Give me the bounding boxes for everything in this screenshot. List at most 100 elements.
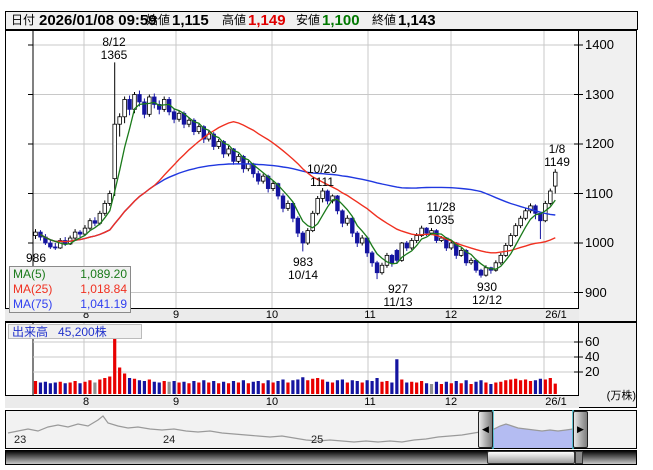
candle-body bbox=[201, 126, 206, 140]
candle-body bbox=[335, 195, 340, 212]
candle-body bbox=[256, 173, 261, 182]
volume-value: 45,200株 bbox=[58, 325, 107, 339]
volume-bar bbox=[251, 381, 255, 394]
volume-bar bbox=[444, 381, 448, 394]
candle-body bbox=[553, 171, 558, 187]
volume-bar bbox=[380, 381, 384, 394]
candle-body bbox=[226, 148, 231, 155]
volume-bar bbox=[256, 381, 260, 394]
month-axis-volume bbox=[5, 395, 579, 408]
volume-bar bbox=[504, 380, 508, 394]
candle-body bbox=[394, 250, 400, 261]
scrollbar-end-cap[interactable] bbox=[575, 451, 583, 464]
date-label: 日付 bbox=[11, 13, 36, 27]
candle-body bbox=[508, 235, 513, 246]
volume-bar bbox=[424, 383, 429, 394]
volume-bars bbox=[33, 338, 557, 394]
high-label: 高値 bbox=[222, 13, 247, 27]
candle-body bbox=[176, 112, 182, 120]
horizontal-scrollbar-track[interactable] bbox=[5, 450, 637, 465]
volume-bar bbox=[118, 367, 122, 394]
volume-bar bbox=[469, 384, 473, 394]
candle-body bbox=[142, 101, 147, 115]
volume-bar bbox=[212, 381, 216, 394]
volume-bar bbox=[33, 381, 38, 394]
volume-bar bbox=[182, 381, 186, 394]
volume-bar bbox=[316, 378, 320, 394]
volume-bar bbox=[63, 383, 67, 394]
candle-body bbox=[147, 96, 152, 115]
volume-bar bbox=[276, 381, 280, 394]
volume-bar bbox=[533, 380, 538, 394]
volume-bar bbox=[88, 380, 92, 394]
volume-bar bbox=[311, 378, 315, 394]
volume-bar bbox=[197, 382, 201, 394]
candle-body bbox=[458, 250, 464, 256]
ma75-label: MA(75) bbox=[13, 297, 53, 311]
left-arrow-icon: ◀ bbox=[482, 424, 489, 434]
navigator-right-handle[interactable]: ▶ bbox=[573, 411, 588, 448]
candle-body bbox=[112, 123, 117, 180]
candle-body bbox=[221, 141, 226, 155]
volume-bar bbox=[207, 382, 211, 394]
volume-bar bbox=[519, 380, 523, 394]
candle-body bbox=[48, 242, 53, 248]
volume-bar bbox=[509, 379, 513, 394]
volume-bar bbox=[548, 378, 552, 394]
volume-bar bbox=[385, 381, 389, 394]
volume-bar bbox=[202, 380, 206, 394]
volume-bar bbox=[123, 373, 127, 394]
low-label: 安値 bbox=[296, 13, 321, 27]
volume-bar bbox=[464, 380, 468, 394]
volume-bar bbox=[241, 380, 245, 394]
volume-bar bbox=[375, 378, 379, 394]
date-value: 2026/01/08 09:59 bbox=[39, 12, 157, 29]
candle-body bbox=[449, 242, 454, 249]
candle-body bbox=[216, 141, 221, 147]
ma25-value: 1,018.84 bbox=[80, 282, 127, 296]
candle-body bbox=[77, 231, 83, 235]
volume-bar bbox=[296, 379, 300, 394]
volume-bar bbox=[321, 379, 325, 394]
volume-label-box: 出来高 45,200株 bbox=[8, 324, 142, 339]
candle-body bbox=[196, 126, 202, 133]
quote-header: 日付 2026/01/08 09:59 始値 1,115 高値 1,149 安値… bbox=[5, 11, 638, 30]
candle-body bbox=[483, 267, 489, 276]
volume-bar bbox=[157, 382, 161, 394]
candle-body bbox=[414, 235, 419, 241]
volume-bar bbox=[291, 380, 295, 394]
candle-body bbox=[171, 111, 177, 120]
candle-body bbox=[493, 262, 499, 271]
candle-body bbox=[409, 240, 414, 249]
ma25-label: MA(25) bbox=[13, 282, 53, 296]
ma75-value: 1,041.19 bbox=[80, 297, 127, 311]
candle-body bbox=[325, 190, 330, 202]
candle-body bbox=[389, 254, 395, 264]
volume-bar bbox=[494, 382, 498, 394]
navigator-overview-line bbox=[7, 415, 574, 443]
open-value: 1,115 bbox=[172, 12, 209, 29]
volume-bar bbox=[113, 338, 117, 394]
candle-body bbox=[92, 220, 98, 224]
candle-body bbox=[345, 217, 350, 224]
candle-body bbox=[350, 217, 355, 234]
navigator-left-handle[interactable]: ◀ bbox=[478, 411, 493, 448]
candle-body bbox=[33, 231, 38, 236]
volume-bar bbox=[53, 382, 57, 394]
candle-body bbox=[419, 227, 424, 236]
open-label: 始値 bbox=[146, 13, 171, 27]
scrollbar-thumb[interactable] bbox=[487, 451, 575, 464]
candle-body bbox=[102, 202, 107, 214]
volume-bar bbox=[217, 383, 221, 394]
candle-body bbox=[305, 230, 310, 244]
high-value: 1,149 bbox=[248, 12, 286, 29]
candle-body bbox=[87, 220, 93, 229]
volume-bar bbox=[132, 378, 137, 394]
candle-body bbox=[38, 231, 43, 238]
candle-body bbox=[369, 252, 375, 264]
volume-bar bbox=[395, 359, 399, 394]
volume-bar bbox=[410, 381, 414, 394]
volume-bar bbox=[127, 378, 132, 394]
candle-body bbox=[260, 175, 266, 182]
volume-bar bbox=[415, 382, 419, 394]
